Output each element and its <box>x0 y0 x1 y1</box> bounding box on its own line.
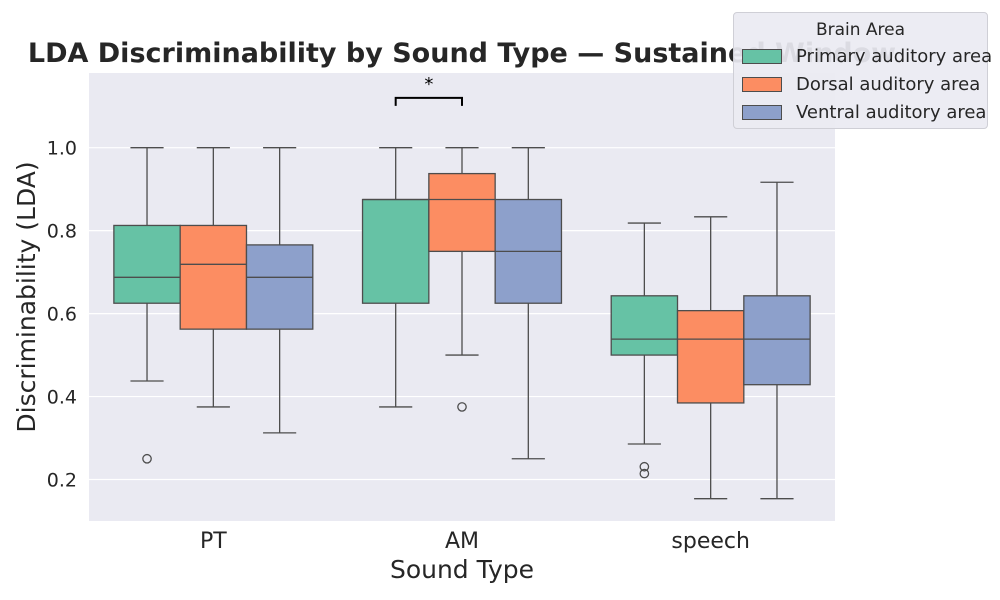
significance-label: * <box>424 74 433 95</box>
x-tick-label-speech: speech <box>671 529 750 554</box>
x-tick-label-pt: PT <box>200 529 227 554</box>
legend-item-primary: Primary auditory area <box>742 45 992 67</box>
y-tick-label: 0.8 <box>47 221 77 243</box>
legend-swatch-ventral <box>742 105 782 120</box>
y-axis-ticks: 0.2 0.4 0.6 0.8 1.0 <box>47 138 77 492</box>
box-iqr <box>363 200 429 304</box>
legend-label-ventral: Ventral auditory area <box>796 102 986 123</box>
x-tick-label-am: AM <box>445 529 479 554</box>
x-axis-label: Sound Type <box>390 555 534 584</box>
legend-swatch-dorsal <box>742 77 782 92</box>
y-tick-label: 0.2 <box>47 470 77 492</box>
x-axis-ticks: PT AM speech <box>200 529 750 554</box>
box-iqr <box>114 225 180 303</box>
box-iqr <box>246 245 312 329</box>
legend-label-dorsal: Dorsal auditory area <box>796 74 980 95</box>
y-tick-label: 1.0 <box>47 138 77 160</box>
legend-item-ventral: Ventral auditory area <box>742 101 986 123</box>
box-iqr <box>429 174 495 252</box>
legend-label-primary: Primary auditory area <box>796 46 992 67</box>
y-axis-label: Discriminability (LDA) <box>12 161 41 432</box>
box-iqr <box>744 296 810 385</box>
box-iqr <box>678 311 744 403</box>
legend-item-dorsal: Dorsal auditory area <box>742 73 980 95</box>
y-tick-label: 0.4 <box>47 387 77 409</box>
legend-title: Brain Area <box>734 20 987 40</box>
box-iqr <box>611 296 677 355</box>
y-tick-label: 0.6 <box>47 304 77 326</box>
box-iqr <box>180 225 246 329</box>
legend-swatch-primary <box>742 49 782 64</box>
legend: Brain Area Primary auditory area Dorsal … <box>733 12 988 129</box>
